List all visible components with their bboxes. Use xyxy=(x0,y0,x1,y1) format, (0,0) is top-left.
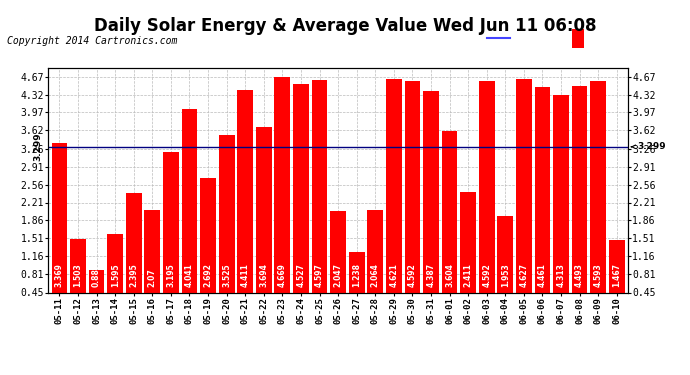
Bar xyxy=(126,193,141,315)
Bar xyxy=(181,109,197,315)
Text: 3.369: 3.369 xyxy=(55,264,64,287)
Bar xyxy=(442,131,457,315)
Text: 4.597: 4.597 xyxy=(315,264,324,287)
Bar xyxy=(293,84,309,315)
Text: 1.467: 1.467 xyxy=(612,263,621,287)
Text: 4.592: 4.592 xyxy=(482,264,491,287)
Bar xyxy=(404,81,420,315)
Text: 0.887: 0.887 xyxy=(92,263,101,287)
Bar xyxy=(553,95,569,315)
Bar xyxy=(219,135,235,315)
Bar xyxy=(256,127,272,315)
Bar xyxy=(107,234,123,315)
Text: 3.299: 3.299 xyxy=(631,142,666,151)
Text: 1.238: 1.238 xyxy=(352,263,361,287)
Bar xyxy=(52,143,68,315)
Bar xyxy=(89,270,104,315)
Bar xyxy=(163,152,179,315)
Text: 1.953: 1.953 xyxy=(501,264,510,287)
Text: 2.064: 2.064 xyxy=(371,264,380,287)
Bar xyxy=(70,238,86,315)
Text: 4.669: 4.669 xyxy=(278,264,287,287)
Bar xyxy=(535,87,551,315)
Text: 3.604: 3.604 xyxy=(445,264,454,287)
FancyBboxPatch shape xyxy=(572,29,584,48)
Bar xyxy=(275,77,290,315)
Text: 4.461: 4.461 xyxy=(538,264,547,287)
Text: 2.411: 2.411 xyxy=(464,264,473,287)
Text: 1.503: 1.503 xyxy=(74,264,83,287)
Text: 2.07: 2.07 xyxy=(148,268,157,287)
Text: 3.299: 3.299 xyxy=(34,132,43,161)
Bar xyxy=(386,79,402,315)
Text: 2.047: 2.047 xyxy=(333,263,343,287)
Bar xyxy=(200,178,216,315)
Text: 4.313: 4.313 xyxy=(557,264,566,287)
Bar xyxy=(609,240,624,315)
Text: 4.387: 4.387 xyxy=(426,263,435,287)
Bar xyxy=(460,192,476,315)
Text: 3.195: 3.195 xyxy=(166,264,175,287)
Bar xyxy=(479,81,495,315)
Bar xyxy=(312,80,328,315)
Text: 4.627: 4.627 xyxy=(520,263,529,287)
Text: 4.593: 4.593 xyxy=(593,264,602,287)
Text: Daily Solar Energy & Average Value Wed Jun 11 06:08: Daily Solar Energy & Average Value Wed J… xyxy=(94,17,596,35)
Text: 3.525: 3.525 xyxy=(222,264,231,287)
Bar xyxy=(237,90,253,315)
Text: Copyright 2014 Cartronics.com: Copyright 2014 Cartronics.com xyxy=(7,36,177,46)
Text: 1.595: 1.595 xyxy=(110,264,119,287)
Text: 4.621: 4.621 xyxy=(389,264,398,287)
Text: 4.041: 4.041 xyxy=(185,264,194,287)
Text: 4.493: 4.493 xyxy=(575,264,584,287)
Text: 4.527: 4.527 xyxy=(297,264,306,287)
Text: 3.694: 3.694 xyxy=(259,264,268,287)
Bar xyxy=(497,216,513,315)
Bar xyxy=(367,210,383,315)
Bar xyxy=(144,210,160,315)
Bar xyxy=(572,86,587,315)
Bar xyxy=(590,81,606,315)
Bar xyxy=(516,79,532,315)
Bar xyxy=(423,91,439,315)
Bar xyxy=(331,211,346,315)
Text: 4.592: 4.592 xyxy=(408,264,417,287)
Text: 4.411: 4.411 xyxy=(241,264,250,287)
Text: Average  ($): Average ($) xyxy=(513,34,573,43)
Text: 2.395: 2.395 xyxy=(129,264,138,287)
Text: 2.692: 2.692 xyxy=(204,264,213,287)
Text: Daily  ($): Daily ($) xyxy=(586,34,637,43)
Bar xyxy=(348,252,364,315)
